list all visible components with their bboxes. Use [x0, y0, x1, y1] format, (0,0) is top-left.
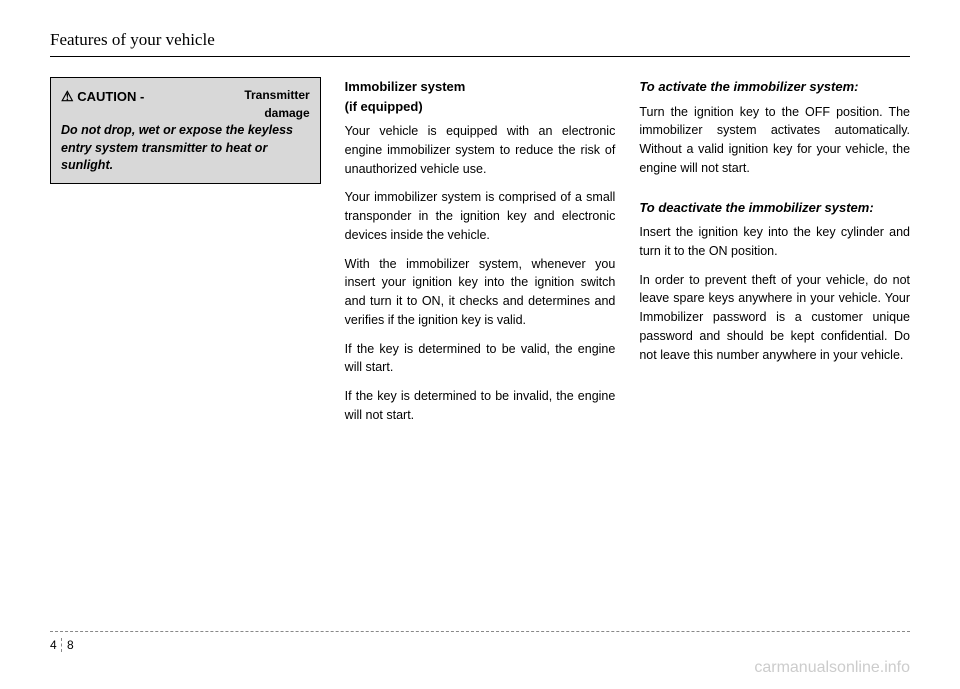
caution-sub: Transmitter damage — [244, 86, 309, 122]
caution-header: ⚠ CAUTION - Transmitter damage — [61, 86, 310, 107]
warning-icon: ⚠ — [61, 88, 74, 104]
paragraph: If the key is determined to be invalid, … — [345, 387, 616, 425]
section-title-line1: Immobilizer system — [345, 79, 466, 94]
page-number: 4 8 — [50, 638, 74, 652]
paragraph: In order to prevent theft of your vehicl… — [639, 271, 910, 365]
paragraph: Insert the ignition key into the key cyl… — [639, 223, 910, 261]
paragraph: Your vehicle is equipped with an electro… — [345, 122, 616, 178]
caution-box: ⚠ CAUTION - Transmitter damage Do not dr… — [50, 77, 321, 184]
page-number-value: 8 — [67, 638, 74, 652]
sub-title: To activate the immobilizer system: — [639, 77, 910, 97]
caution-label: CAUTION - — [77, 89, 144, 104]
caution-sub-line1: Transmitter — [244, 88, 309, 102]
column-1: ⚠ CAUTION - Transmitter damage Do not dr… — [50, 77, 321, 435]
page-header: Features of your vehicle — [50, 30, 910, 57]
paragraph: Your immobilizer system is comprised of … — [345, 188, 616, 244]
caution-body: Do not drop, wet or expose the keyless e… — [61, 122, 310, 175]
paragraph: With the immobilizer system, whenever yo… — [345, 255, 616, 330]
section-title-line2: (if equipped) — [345, 99, 423, 114]
caution-sub-line2: damage — [264, 106, 309, 120]
sub-title: To deactivate the immobilizer system: — [639, 198, 910, 218]
spacer — [639, 188, 910, 198]
paragraph: Turn the ignition key to the OFF positio… — [639, 103, 910, 178]
paragraph: If the key is determined to be valid, th… — [345, 340, 616, 378]
column-3: To activate the immobilizer system: Turn… — [639, 77, 910, 435]
page-footer: 4 8 — [50, 631, 910, 654]
section-title: Immobilizer system (if equipped) — [345, 77, 616, 116]
content-area: ⚠ CAUTION - Transmitter damage Do not dr… — [50, 77, 910, 435]
column-2: Immobilizer system (if equipped) Your ve… — [345, 77, 616, 435]
chapter-number: 4 — [50, 638, 62, 652]
header-title: Features of your vehicle — [50, 30, 215, 49]
watermark: carmanualsonline.info — [754, 659, 910, 677]
